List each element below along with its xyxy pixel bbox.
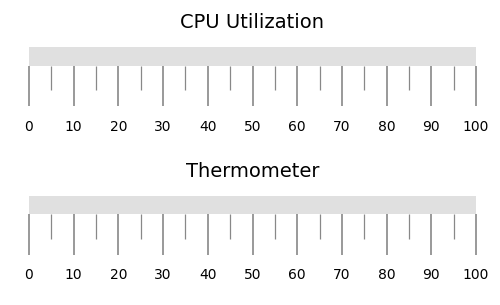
- Text: 90: 90: [422, 120, 440, 134]
- Bar: [29, 196, 476, 214]
- Text: 20: 20: [110, 268, 127, 282]
- Text: CPU Utilization: CPU Utilization: [180, 13, 324, 32]
- Text: 20: 20: [110, 120, 127, 134]
- Text: 10: 10: [65, 268, 82, 282]
- Text: 40: 40: [199, 120, 216, 134]
- Text: 0: 0: [24, 268, 34, 282]
- Text: Thermometer: Thermometer: [186, 162, 320, 181]
- Text: 0: 0: [24, 120, 34, 134]
- Text: 100: 100: [463, 120, 489, 134]
- Text: 30: 30: [154, 120, 172, 134]
- Text: 60: 60: [288, 120, 306, 134]
- Text: 100: 100: [463, 268, 489, 282]
- Text: 50: 50: [244, 120, 261, 134]
- Text: 50: 50: [244, 268, 261, 282]
- Text: 80: 80: [378, 268, 396, 282]
- Text: 10: 10: [65, 120, 82, 134]
- Bar: [29, 47, 476, 66]
- Text: 90: 90: [422, 268, 440, 282]
- Text: 70: 70: [333, 268, 350, 282]
- Text: 40: 40: [199, 268, 216, 282]
- Text: 80: 80: [378, 120, 396, 134]
- Text: 70: 70: [333, 120, 350, 134]
- Text: 60: 60: [288, 268, 306, 282]
- Text: 30: 30: [154, 268, 172, 282]
